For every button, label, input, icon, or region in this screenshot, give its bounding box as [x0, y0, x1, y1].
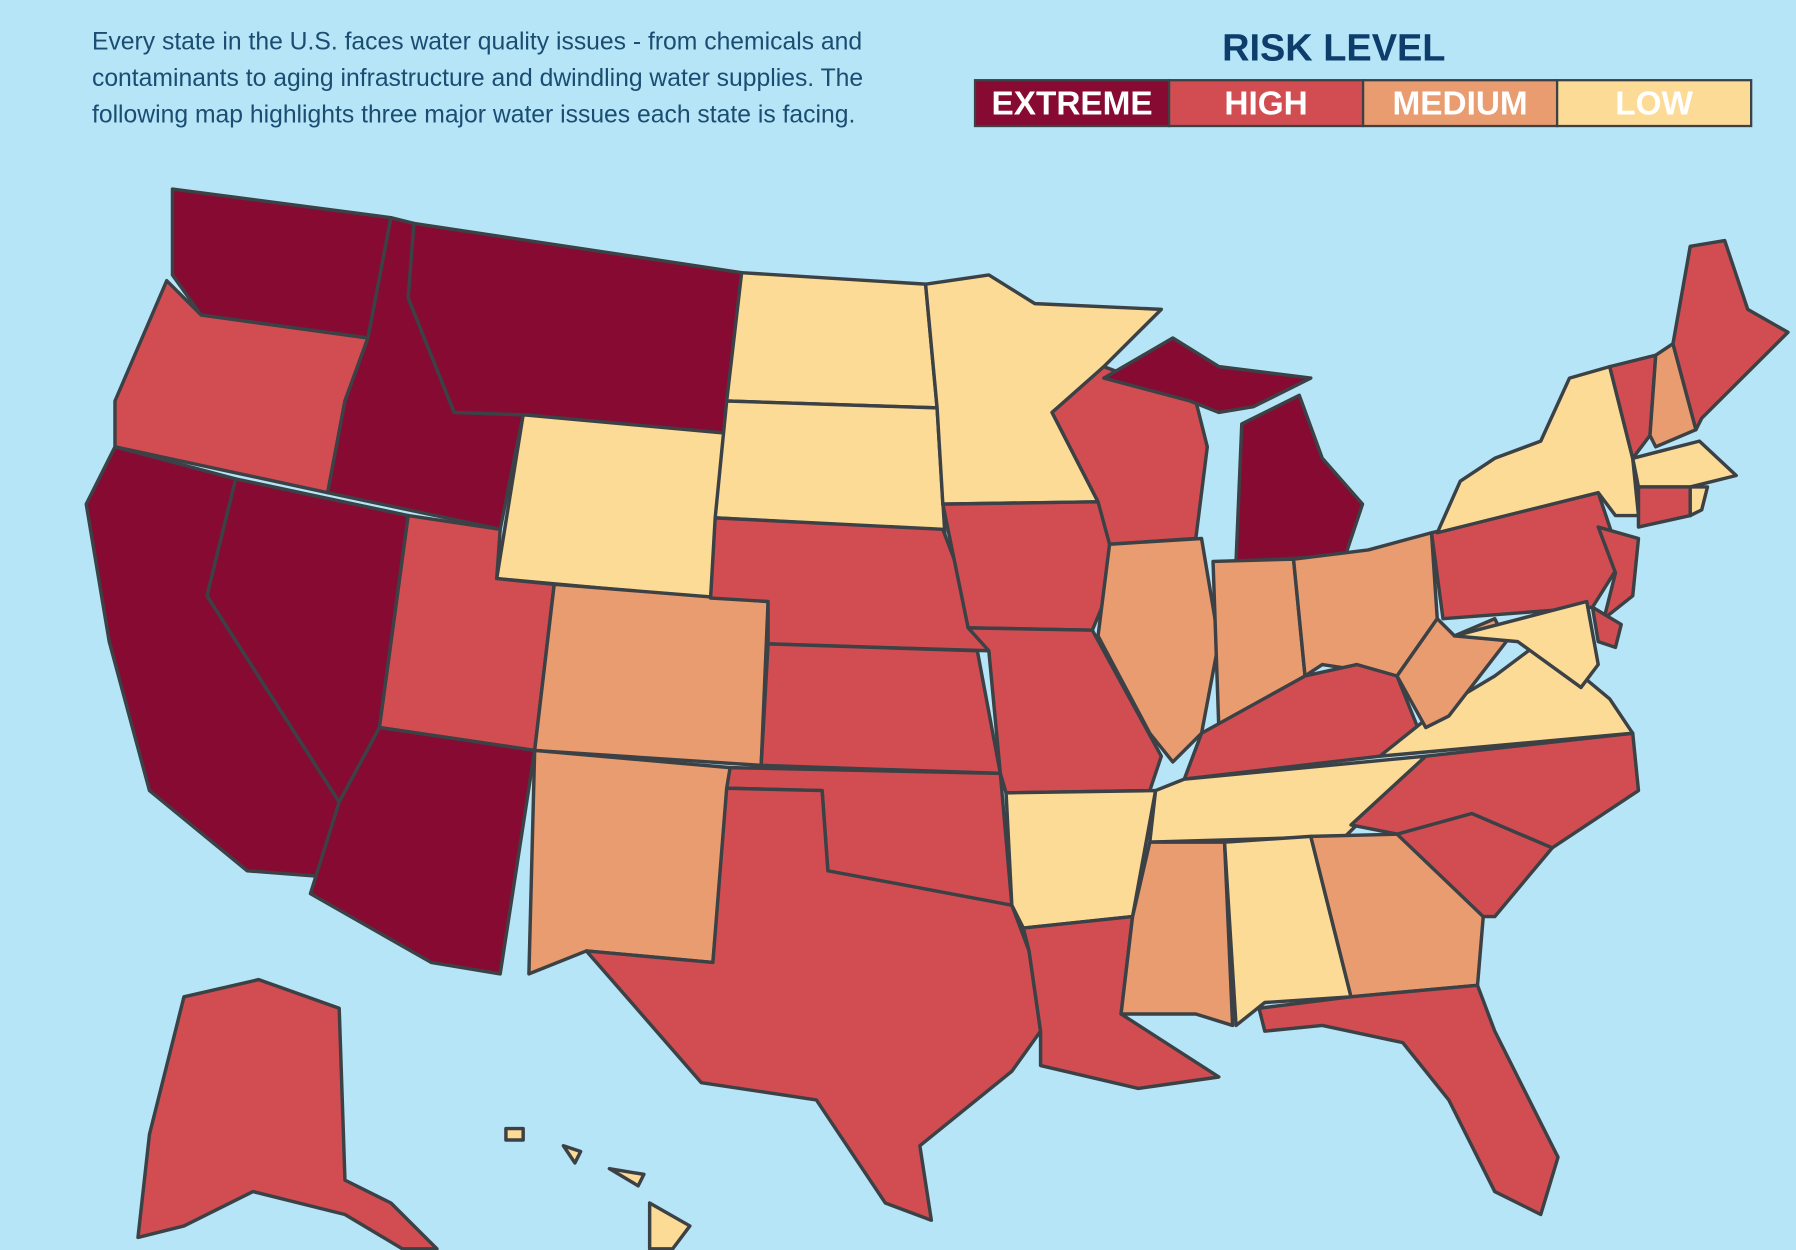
state [494, 413, 727, 600]
state [713, 399, 947, 541]
legend-title: RISK LEVEL [1222, 28, 1445, 70]
legend-label: MEDIUM [1393, 86, 1528, 123]
state [1631, 439, 1738, 489]
description-line: contaminants to aging infrastructure and… [92, 65, 863, 92]
state [759, 642, 1003, 776]
state [1096, 536, 1221, 764]
state [1648, 342, 1698, 449]
state [647, 1201, 692, 1250]
legend-swatch [1361, 79, 1559, 128]
state [1222, 834, 1353, 1028]
state [1590, 605, 1623, 650]
state [532, 582, 770, 768]
state [1596, 525, 1641, 621]
legend-label: HIGH [1224, 86, 1307, 123]
legend-swatch [1555, 79, 1753, 128]
state [607, 1166, 646, 1188]
state [1102, 336, 1313, 415]
state [724, 270, 939, 410]
state [1671, 238, 1790, 432]
state [1452, 599, 1600, 690]
state [1688, 485, 1710, 518]
legend-swatch [973, 79, 1171, 128]
state [584, 786, 1043, 1222]
state [1349, 731, 1641, 850]
legend-label: EXTREME [992, 86, 1153, 123]
states [84, 187, 1790, 1250]
state [941, 500, 1123, 632]
state [527, 748, 732, 976]
state [136, 977, 439, 1250]
legend-label: LOW [1615, 86, 1693, 123]
legend-swatch [1167, 79, 1365, 128]
state [561, 1144, 583, 1165]
state [504, 1126, 525, 1142]
state [1257, 983, 1560, 1217]
description-line: following map highlights three major wat… [92, 102, 855, 129]
legend: EXTREME HIGH MEDIUM LOW [973, 79, 1753, 128]
description-line: Every state in the U.S. faces water qual… [92, 28, 862, 55]
